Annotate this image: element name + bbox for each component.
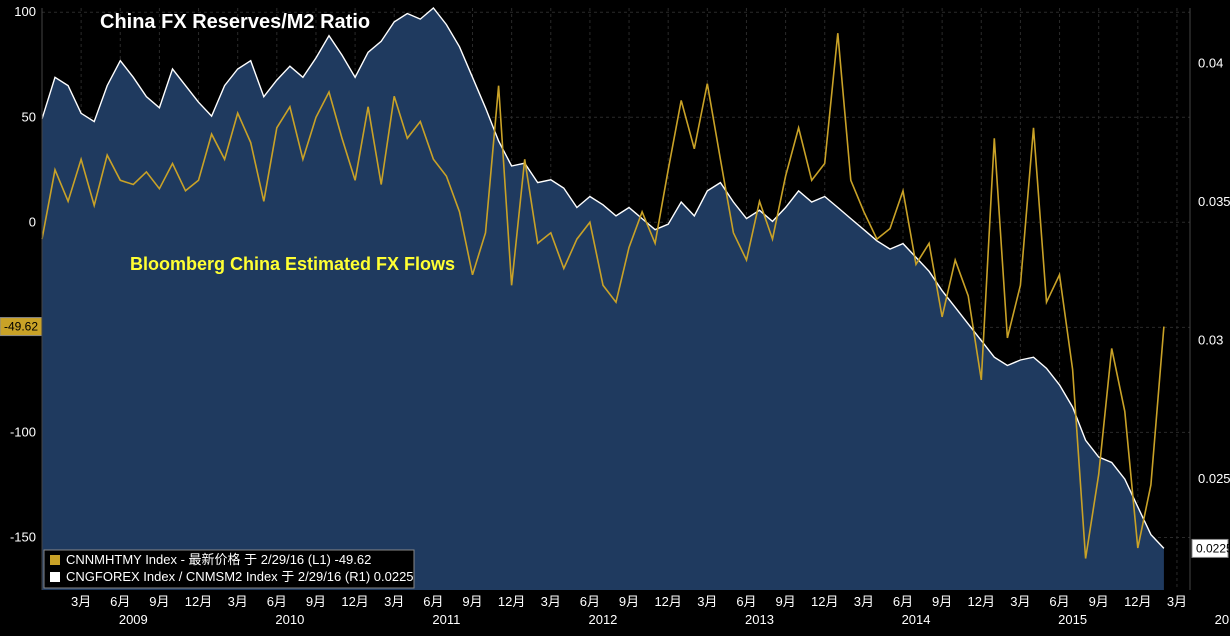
y-right-tick-label: 0.025: [1198, 471, 1230, 486]
x-month-label: 6月: [110, 594, 130, 609]
x-month-label: 3月: [1010, 594, 1030, 609]
x-month-label: 6月: [423, 594, 443, 609]
x-month-label: 12月: [968, 594, 995, 609]
x-month-label: 6月: [1049, 594, 1069, 609]
y-left-tick-label: -150: [10, 529, 36, 544]
x-year-label: 2010: [275, 612, 304, 627]
chart-title: China FX Reserves/M2 Ratio: [100, 11, 370, 33]
chart-svg: -150-100-50050100-49.620.0250.030.0350.0…: [0, 0, 1230, 636]
x-year-label: 2011: [432, 612, 460, 627]
x-month-label: 3月: [1167, 594, 1187, 609]
legend-swatch: [50, 572, 60, 582]
x-month-label: 12月: [1124, 594, 1151, 609]
y-right-tick-label: 0.035: [1198, 194, 1230, 209]
x-month-label: 6月: [893, 594, 913, 609]
x-month-label: 12月: [341, 594, 368, 609]
x-month-label: 9月: [619, 594, 639, 609]
x-month-label: 9月: [1089, 594, 1109, 609]
chart-container: -150-100-50050100-49.620.0250.030.0350.0…: [0, 0, 1230, 636]
y-left-tick-label: 100: [14, 4, 36, 19]
x-month-label: 12月: [811, 594, 838, 609]
x-month-label: 9月: [462, 594, 482, 609]
x-month-label: 9月: [306, 594, 326, 609]
x-month-label: 3月: [71, 594, 91, 609]
x-month-label: 9月: [149, 594, 169, 609]
x-month-label: 6月: [736, 594, 756, 609]
x-month-label: 12月: [654, 594, 681, 609]
legend-label: CNNMHTMY Index - 最新价格 于 2/29/16 (L1) -49…: [66, 552, 371, 567]
x-month-label: 3月: [854, 594, 874, 609]
x-year-label: 2016: [1215, 612, 1230, 627]
x-month-label: 9月: [932, 594, 952, 609]
y-right-marker-label: 0.0225: [1196, 541, 1230, 555]
y-left-tick-label: 50: [22, 109, 36, 124]
x-year-label: 2014: [902, 612, 931, 627]
x-month-label: 12月: [185, 594, 212, 609]
y-left-tick-label: -100: [10, 424, 36, 439]
x-month-label: 6月: [267, 594, 287, 609]
x-year-label: 2009: [119, 612, 148, 627]
y-right-tick-label: 0.04: [1198, 55, 1223, 70]
x-month-label: 6月: [580, 594, 600, 609]
legend: CNNMHTMY Index - 最新价格 于 2/29/16 (L1) -49…: [44, 550, 414, 588]
x-year-label: 2015: [1058, 612, 1087, 627]
y-left-marker-label: -49.62: [4, 320, 38, 334]
x-month-label: 9月: [775, 594, 795, 609]
x-year-label: 2013: [745, 612, 774, 627]
x-month-label: 3月: [697, 594, 717, 609]
x-month-label: 3月: [384, 594, 404, 609]
legend-label: CNGFOREX Index / CNMSM2 Index 于 2/29/16 …: [66, 569, 414, 584]
x-month-label: 3月: [228, 594, 248, 609]
legend-swatch: [50, 555, 60, 565]
x-year-label: 2012: [588, 612, 617, 627]
x-month-label: 3月: [541, 594, 561, 609]
y-right-tick-label: 0.03: [1198, 333, 1223, 348]
x-month-label: 12月: [498, 594, 525, 609]
y-left-tick-label: 0: [29, 214, 36, 229]
chart-annotation: Bloomberg China Estimated FX Flows: [130, 254, 455, 274]
